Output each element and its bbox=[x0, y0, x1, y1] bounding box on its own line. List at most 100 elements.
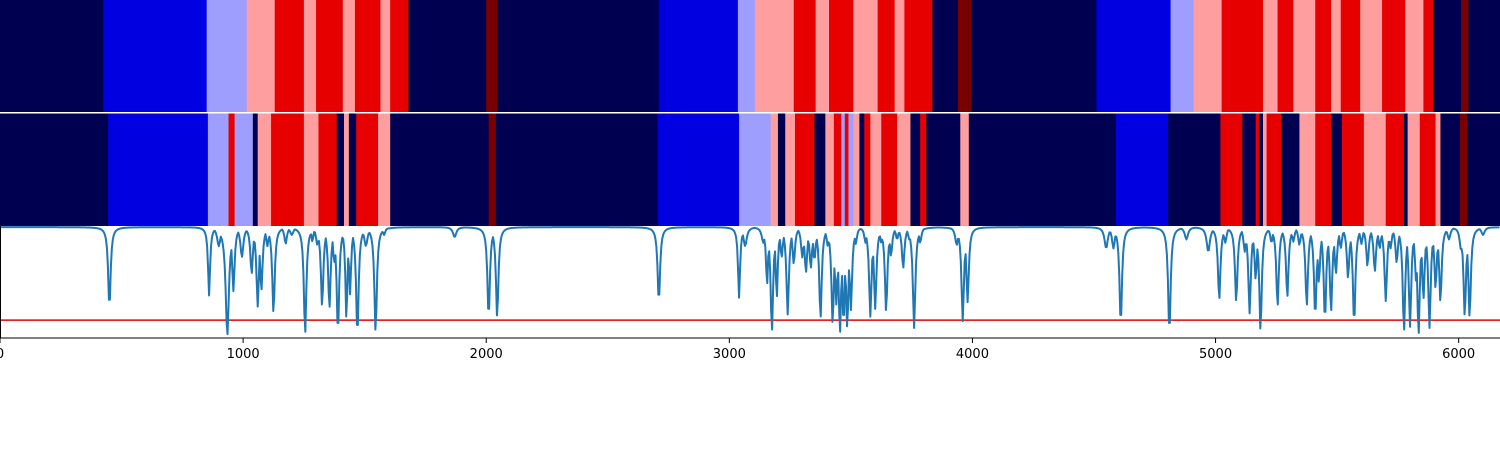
track-0-segment-38 bbox=[1382, 0, 1406, 112]
track-0-segment-1 bbox=[103, 0, 208, 112]
track-divider bbox=[0, 112, 1500, 114]
track-0-segment-35 bbox=[1331, 0, 1342, 112]
x-tick-label: 1000 bbox=[227, 347, 260, 362]
track-1-segment-32 bbox=[864, 113, 871, 226]
track-0-segment-8 bbox=[354, 0, 381, 112]
x-tick-label: 6000 bbox=[1442, 347, 1475, 362]
track-0-segment-36 bbox=[1340, 0, 1361, 112]
track-0-segment-33 bbox=[1293, 0, 1316, 112]
track-1-segment-22 bbox=[785, 113, 796, 226]
track-0-segment-42 bbox=[1461, 0, 1469, 112]
track-1-segment-14 bbox=[378, 113, 391, 226]
track-1-segment-17 bbox=[495, 113, 659, 226]
track-1-segment-6 bbox=[257, 113, 272, 226]
track-1-segment-55 bbox=[1385, 113, 1405, 226]
track-1-segment-3 bbox=[228, 113, 236, 226]
track-0-segment-12 bbox=[486, 0, 498, 112]
track-0-segment-4 bbox=[274, 0, 305, 112]
state-track-bottom bbox=[0, 113, 1500, 226]
track-0-segment-23 bbox=[904, 0, 933, 112]
track-1-segment-47 bbox=[1262, 113, 1268, 226]
track-0-segment-24 bbox=[932, 0, 959, 112]
track-1-segment-51 bbox=[1315, 113, 1332, 226]
track-1-segment-54 bbox=[1363, 113, 1387, 226]
track-0-segment-37 bbox=[1360, 0, 1383, 112]
track-1-segment-40 bbox=[968, 113, 1117, 226]
track-1-segment-11 bbox=[344, 113, 350, 226]
track-1-segment-60 bbox=[1440, 113, 1461, 226]
track-0-segment-14 bbox=[658, 0, 739, 112]
x-axis-ticks: 0 1000 2000 3000 4000 5000 6000 bbox=[0, 338, 1475, 362]
track-1-segment-26 bbox=[833, 113, 842, 226]
track-1-segment-61 bbox=[1459, 113, 1468, 226]
x-tick-label: 2000 bbox=[470, 347, 503, 362]
track-1-segment-4 bbox=[234, 113, 254, 226]
line-panel bbox=[0, 226, 1500, 339]
track-0-segment-15 bbox=[737, 0, 756, 112]
track-1-segment-57 bbox=[1407, 113, 1421, 226]
track-1-segment-2 bbox=[207, 113, 229, 226]
track-1-segment-53 bbox=[1341, 113, 1365, 226]
track-1-segment-13 bbox=[356, 113, 379, 226]
track-0-segment-2 bbox=[206, 0, 248, 112]
track-0-segment-16 bbox=[754, 0, 795, 112]
track-1-segment-34 bbox=[881, 113, 898, 226]
x-tick-label: 5000 bbox=[1199, 347, 1232, 362]
track-1-segment-20 bbox=[770, 113, 779, 226]
track-1-segment-35 bbox=[897, 113, 911, 226]
track-1-segment-25 bbox=[825, 113, 835, 226]
track-1-segment-42 bbox=[1168, 113, 1221, 226]
track-1-segment-37 bbox=[920, 113, 927, 226]
track-0-segment-13 bbox=[497, 0, 660, 112]
track-1-segment-16 bbox=[488, 113, 497, 226]
x-tick-label: 3000 bbox=[713, 347, 746, 362]
state-track-top bbox=[0, 0, 1500, 112]
track-0-segment-43 bbox=[1468, 0, 1500, 112]
track-0-segment-22 bbox=[894, 0, 905, 112]
track-1-segment-12 bbox=[348, 113, 357, 226]
track-0-segment-21 bbox=[877, 0, 896, 112]
track-0-segment-10 bbox=[390, 0, 409, 112]
track-1-segment-50 bbox=[1299, 113, 1316, 226]
track-1-segment-0 bbox=[0, 113, 109, 226]
track-0-segment-29 bbox=[1193, 0, 1223, 112]
x-tick-label: 4000 bbox=[956, 347, 989, 362]
track-0-segment-34 bbox=[1315, 0, 1332, 112]
track-1-segment-38 bbox=[926, 113, 961, 226]
track-1-segment-52 bbox=[1331, 113, 1343, 226]
track-0-segment-20 bbox=[853, 0, 879, 112]
track-1-segment-7 bbox=[271, 113, 305, 226]
track-0-segment-9 bbox=[380, 0, 391, 112]
track-1-segment-5 bbox=[252, 113, 259, 226]
track-1-segment-19 bbox=[739, 113, 772, 226]
track-0-segment-39 bbox=[1405, 0, 1424, 112]
track-1-segment-30 bbox=[853, 113, 860, 226]
track-1-segment-45 bbox=[1255, 113, 1260, 226]
track-0-segment-6 bbox=[316, 0, 344, 112]
track-0-segment-7 bbox=[342, 0, 356, 112]
track-1-segment-56 bbox=[1403, 113, 1409, 226]
x-tick-label: 0 bbox=[0, 347, 4, 362]
track-0-segment-25 bbox=[957, 0, 972, 112]
track-0-segment-41 bbox=[1433, 0, 1462, 112]
track-0-segment-11 bbox=[408, 0, 487, 112]
track-1-segment-31 bbox=[859, 113, 865, 226]
track-0-segment-28 bbox=[1170, 0, 1195, 112]
track-1-segment-29 bbox=[848, 113, 854, 226]
track-1-segment-24 bbox=[814, 113, 826, 226]
track-0-segment-18 bbox=[815, 0, 830, 112]
track-0-segment-17 bbox=[793, 0, 817, 112]
track-0-segment-26 bbox=[971, 0, 1097, 112]
track-1-segment-18 bbox=[657, 113, 740, 226]
track-0-segment-19 bbox=[829, 0, 854, 112]
track-1-segment-58 bbox=[1419, 113, 1436, 226]
track-0-segment-31 bbox=[1262, 0, 1278, 112]
track-1-segment-23 bbox=[794, 113, 815, 226]
track-1-segment-49 bbox=[1281, 113, 1300, 226]
track-1-segment-9 bbox=[318, 113, 338, 226]
track-0-segment-30 bbox=[1221, 0, 1264, 112]
track-1-segment-15 bbox=[390, 113, 490, 226]
track-1-segment-21 bbox=[777, 113, 786, 226]
